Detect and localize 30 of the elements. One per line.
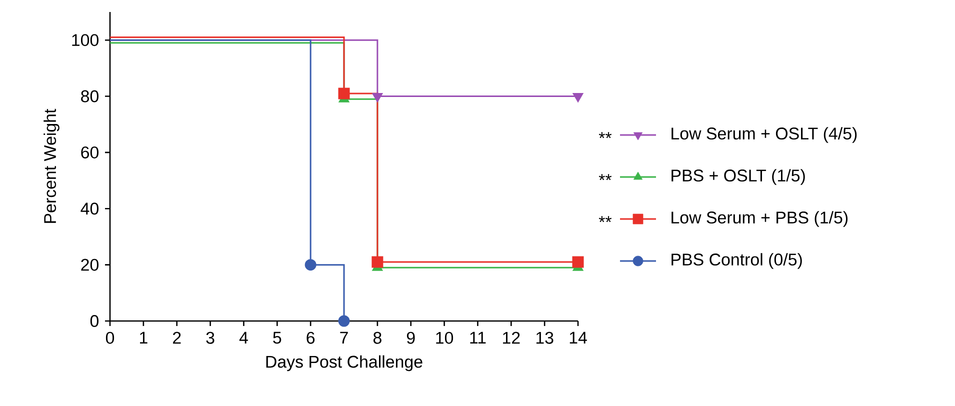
y-tick-label: 100 — [72, 34, 98, 46]
x-tick-label: 13 — [536, 332, 554, 344]
x-tick-label: 0 — [106, 332, 114, 344]
x-tick-label: 12 — [503, 332, 520, 344]
y-tick-label: 80 — [81, 90, 98, 102]
text: ** — [598, 216, 612, 222]
y-tick-label: 60 — [81, 146, 98, 158]
x-tick-label: 3 — [206, 332, 214, 344]
x-tick-label: 8 — [373, 332, 382, 344]
y-axis-title: Percent Weight — [44, 108, 60, 223]
y-tick-label: 0 — [90, 315, 99, 327]
x-tick-label: 2 — [173, 332, 181, 344]
y-tick-label: 20 — [81, 258, 98, 271]
x-tick-label: 6 — [306, 332, 315, 344]
x-tick-label: 5 — [273, 332, 282, 344]
x-tick-label: 14 — [570, 332, 587, 344]
y-tick-label: 40 — [80, 202, 98, 215]
text: ** — [598, 132, 612, 138]
legend-label: Low Serum + PBS (1/5) — [672, 211, 848, 227]
legend-label: Low Serum + OSLT (4/5) — [672, 127, 857, 143]
x-tick-label: 10 — [436, 332, 454, 344]
legend-label: PBS + OSLT (1/5) — [672, 169, 805, 185]
x-tick-label: 4 — [239, 332, 248, 344]
legend-label: PBS Control (0/5) — [672, 253, 802, 269]
x-tick-label: 11 — [470, 332, 486, 344]
x-tick-label: 9 — [406, 332, 415, 344]
x-tick-label: 1 — [140, 332, 148, 344]
text: ** — [598, 174, 612, 180]
x-axis-title: Days Post Challenge — [266, 355, 422, 372]
x-tick-label: 7 — [340, 332, 348, 344]
